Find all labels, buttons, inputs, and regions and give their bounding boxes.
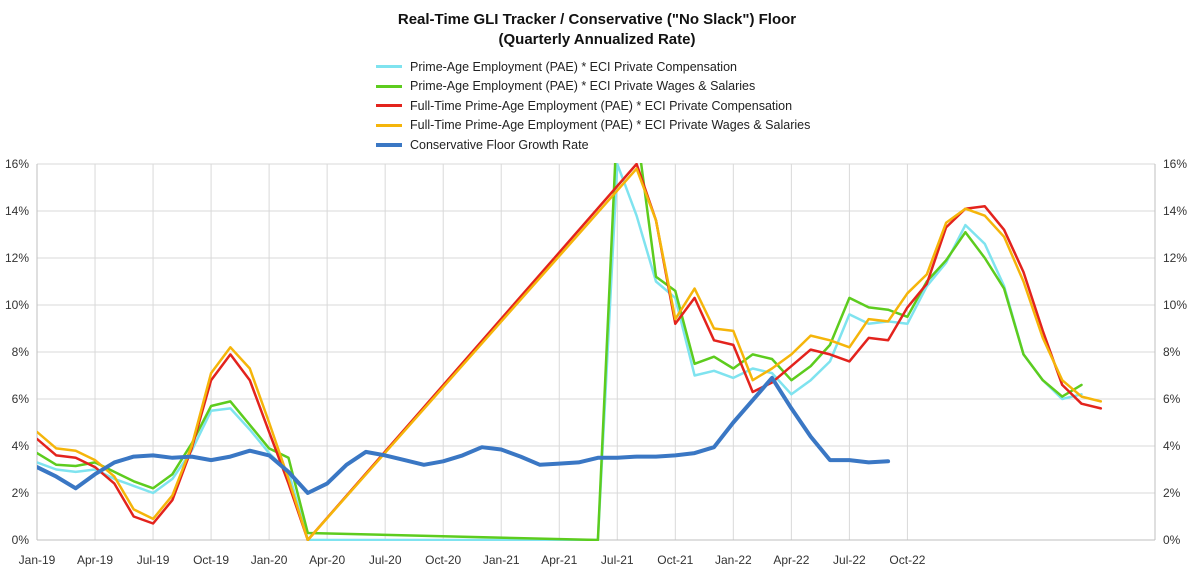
series-line-3: [37, 163, 1103, 541]
y-tick-label-left: 8%: [12, 345, 30, 359]
legend-item: Prime-Age Employment (PAE) * ECI Private…: [376, 77, 810, 97]
x-tick-label: Jan-22: [715, 553, 752, 567]
y-tick-label-right: 8%: [1163, 345, 1181, 359]
y-tick-label-left: 0%: [12, 533, 30, 547]
legend-swatch: [376, 65, 402, 69]
y-tick-label-left: 10%: [5, 298, 29, 312]
series-line-4: [37, 167, 1103, 541]
legend-item: Full-Time Prime-Age Employment (PAE) * E…: [376, 116, 810, 136]
legend-item: Full-Time Prime-Age Employment (PAE) * E…: [376, 96, 810, 116]
x-tick-label: Oct-21: [657, 553, 693, 567]
legend-swatch: [376, 123, 402, 127]
y-tick-label-left: 4%: [12, 439, 30, 453]
x-tick-label: Apr-22: [773, 553, 809, 567]
x-tick-label: Jul-19: [137, 553, 170, 567]
y-tick-label-left: 6%: [12, 392, 30, 406]
y-tick-label-right: 10%: [1163, 298, 1187, 312]
x-tick-label: Jan-20: [251, 553, 288, 567]
legend: Prime-Age Employment (PAE) * ECI Private…: [376, 57, 810, 155]
legend-label: Prime-Age Employment (PAE) * ECI Private…: [410, 59, 737, 74]
x-tick-label: Oct-22: [889, 553, 925, 567]
legend-swatch: [376, 104, 402, 108]
legend-swatch: [376, 142, 402, 147]
x-tick-label: Jul-21: [601, 553, 634, 567]
y-tick-label-left: 14%: [5, 204, 29, 218]
series-line-2: [37, 163, 1083, 541]
legend-item: Prime-Age Employment (PAE) * ECI Private…: [376, 57, 810, 77]
y-tick-label-right: 14%: [1163, 204, 1187, 218]
x-tick-label: Oct-19: [193, 553, 229, 567]
x-tick-label: Apr-19: [77, 553, 113, 567]
x-tick-label: Jul-22: [833, 553, 866, 567]
y-tick-label-right: 16%: [1163, 157, 1187, 171]
legend-label: Conservative Floor Growth Rate: [410, 137, 589, 152]
legend-label: Full-Time Prime-Age Employment (PAE) * E…: [410, 118, 811, 133]
legend-label: Full-Time Prime-Age Employment (PAE) * E…: [410, 98, 793, 113]
x-tick-label: Apr-21: [541, 553, 577, 567]
y-tick-label-left: 12%: [5, 251, 29, 265]
chart-title: Real-Time GLI Tracker / Conservative ("N…: [397, 11, 797, 28]
legend-swatch: [376, 84, 402, 88]
legend-item: Conservative Floor Growth Rate: [376, 135, 810, 155]
y-tick-label-right: 2%: [1163, 486, 1181, 500]
y-tick-label-right: 6%: [1163, 392, 1181, 406]
y-tick-label-left: 2%: [12, 486, 30, 500]
legend-label: Prime-Age Employment (PAE) * ECI Private…: [410, 79, 756, 94]
x-tick-label: Jan-21: [483, 553, 520, 567]
series-line-5: [37, 375, 891, 495]
y-tick-label-right: 4%: [1163, 439, 1181, 453]
x-tick-label: Apr-20: [309, 553, 345, 567]
y-tick-label-left: 16%: [5, 157, 29, 171]
x-tick-label: Jul-20: [369, 553, 402, 567]
y-tick-label-right: 12%: [1163, 251, 1187, 265]
y-tick-label-right: 0%: [1163, 533, 1181, 547]
chart-subtitle: (Quarterly Annualized Rate): [498, 31, 696, 48]
x-tick-label: Oct-20: [425, 553, 461, 567]
x-tick-label: Jan-19: [19, 553, 56, 567]
